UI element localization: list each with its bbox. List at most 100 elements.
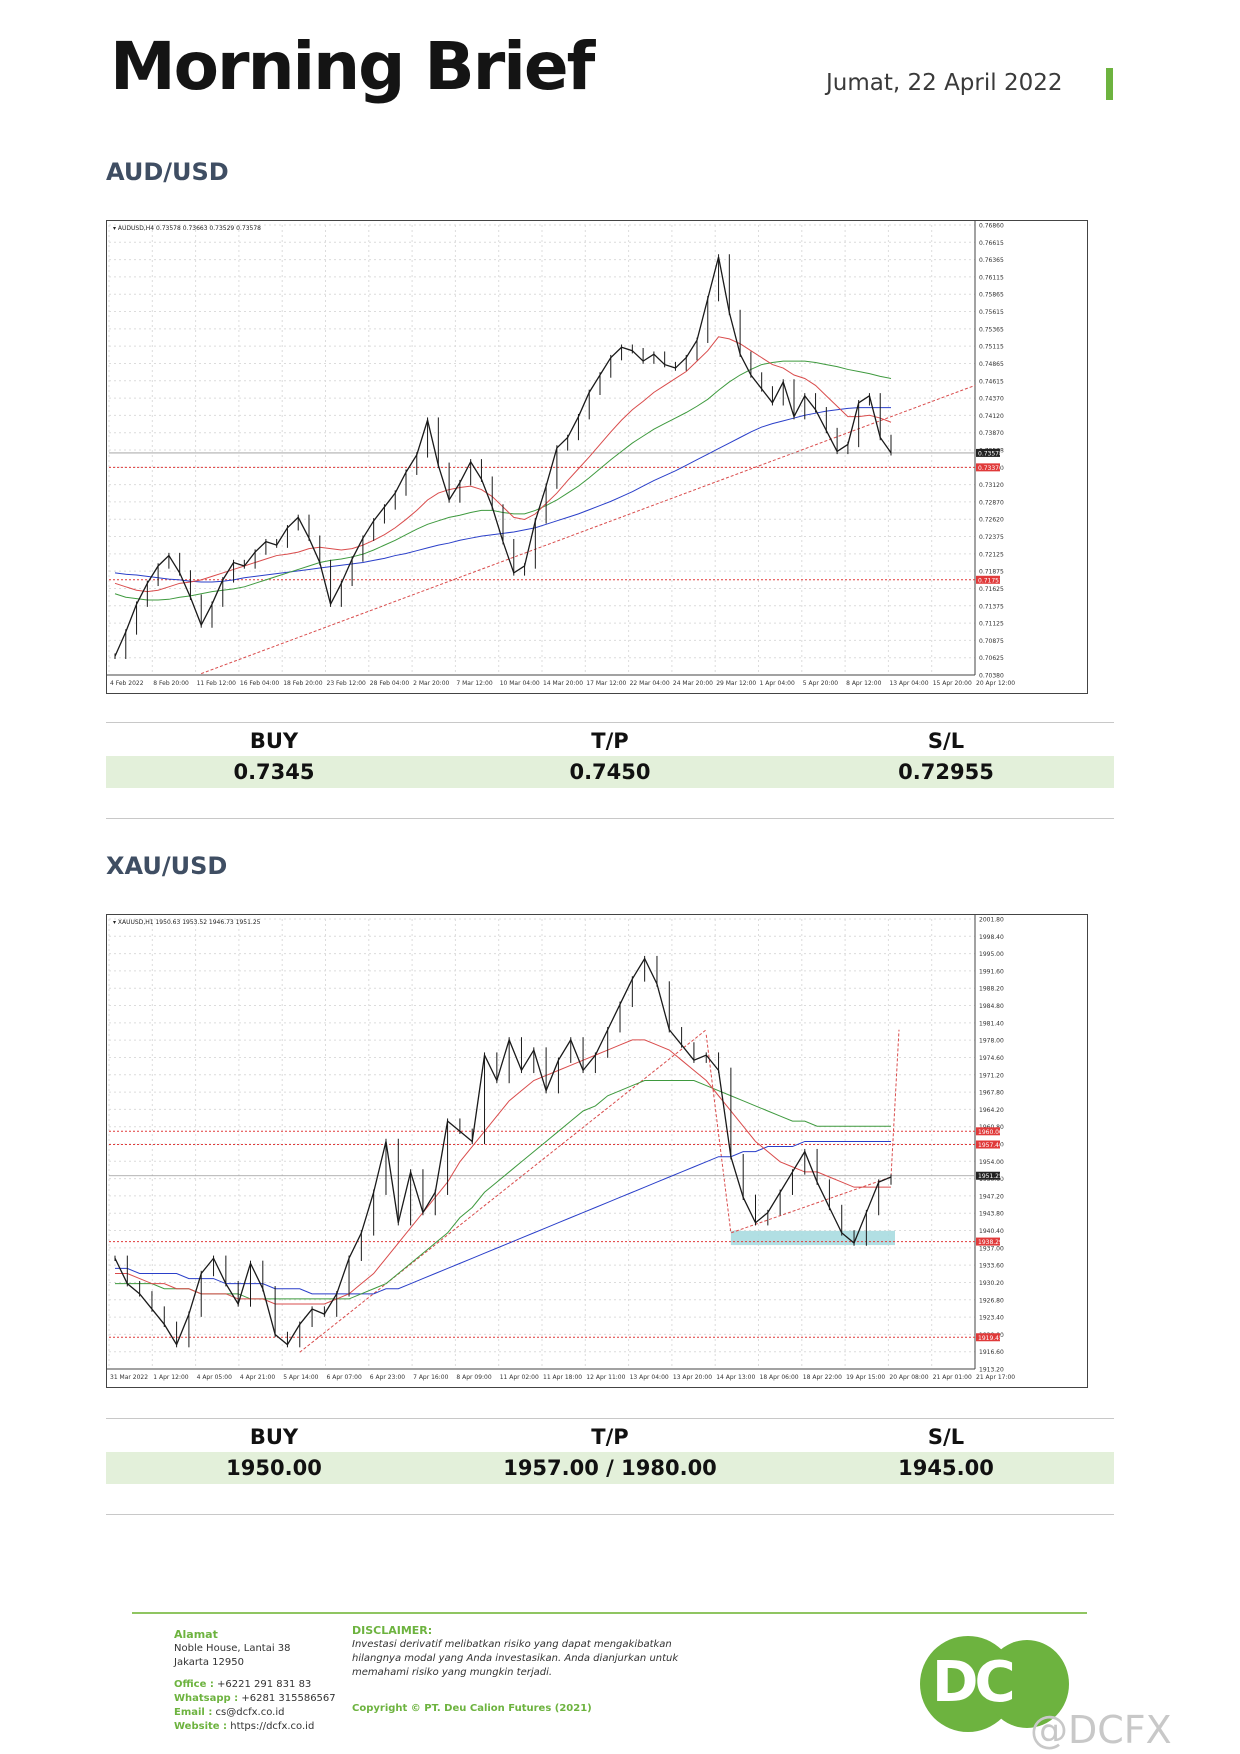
aud-usd-x-tick-label: 24 Mar 20:00 (673, 680, 713, 687)
xau-usd-chart: 2001.80 1998.40 1995.00 1991.60 1988.20 1984.… (106, 914, 1088, 1388)
xau-usd-price-tag-label: 1957.40 (978, 1142, 1003, 1149)
xau-usd-y-tick-label: 1991.60 (979, 968, 1004, 975)
report-date: Jumat, 22 April 2022 (826, 70, 1063, 96)
xau-usd-y-tick-label: 1954.00 (979, 1159, 1004, 1166)
aud-usd-trendline (201, 384, 976, 675)
xau-usd-y-tick-label: 1995.00 (979, 951, 1004, 958)
xau-usd-y-tick-label: 1947.20 (979, 1193, 1004, 1200)
office-phone[interactable]: +6221 291 831 83 (217, 1679, 312, 1690)
dcfx-watermark: @DCFX (1030, 1708, 1172, 1752)
xau-usd-x-tick-label: 18 Apr 06:00 (760, 1374, 799, 1381)
aud-usd-y-tick-label: 0.76860 (979, 223, 1004, 230)
aud-usd-x-tick-label: 17 Mar 12:00 (586, 680, 626, 687)
xau-usd-y-tick-label: 1913.20 (979, 1367, 1004, 1374)
aud-usd-y-tick-label: 0.73870 (979, 430, 1004, 437)
xau-usd-price-tag-label: 1951.25 (978, 1173, 1003, 1180)
xau-usd-x-tick-label: 6 Apr 07:00 (327, 1374, 362, 1381)
aud-usd-x-tick-label: 16 Feb 04:00 (240, 680, 280, 687)
xau-usd-price-tag (976, 1333, 1000, 1342)
xau-usd-y-tick-label: 1916.60 (979, 1349, 1004, 1356)
xau-usd-x-tick-label: 14 Apr 13:00 (716, 1374, 755, 1381)
xau-usd-price-line (114, 957, 892, 1347)
aud-usd-ma-green-line (114, 360, 892, 601)
aud-usd-x-tick-label: 14 Mar 20:00 (543, 680, 583, 687)
aud-usd-x-tick-label: 4 Feb 2022 (110, 680, 144, 687)
aud-usd-y-tick-label: 0.72375 (979, 534, 1004, 541)
xau-usd-x-tick-label: 21 Apr 17:00 (976, 1374, 1015, 1381)
aud-usd-y-tick-label: 0.71625 (979, 586, 1004, 593)
address-line-1: Noble House, Lantai 38 (174, 1643, 291, 1654)
aud-usd-title: AUD/USD (106, 158, 229, 186)
xau-tp-value: 1957.00 / 1980.00 (503, 1456, 717, 1480)
aud-usd-x-tick-label: 7 Mar 12:00 (456, 680, 492, 687)
disclaimer-line-3: memahami risiko yang mungkin terjadi. (352, 1667, 553, 1678)
aud-buy-header: BUY (249, 729, 299, 753)
aud-usd-chart-svg: 0.76860 0.76615 0.76365 0.76115 0.75865 0.756… (107, 221, 1015, 687)
xau-usd-x-tick-label: 20 Apr 08:00 (889, 1374, 928, 1381)
aud-usd-grid (108, 224, 976, 676)
xau-usd-price-tag (976, 1237, 1000, 1246)
aud-sl-value: 0.72955 (898, 760, 994, 784)
xau-usd-price-tag-label: 1960.00 (978, 1129, 1003, 1136)
aud-buy-value: 0.7345 (233, 760, 315, 784)
aud-usd-price-tag (976, 463, 1000, 472)
xau-usd-price-tag (976, 1127, 1000, 1136)
xau-usd-y-tick-label: 1964.20 (979, 1107, 1004, 1114)
aud-usd-y-tick-label: 0.71125 (979, 621, 1004, 628)
xau-usd-y-tick-label: 1984.80 (979, 1003, 1004, 1010)
xau-usd-y-tick-label: 1978.00 (979, 1038, 1004, 1045)
aud-tp-value: 0.7450 (569, 760, 651, 784)
aud-usd-y-tick-label: 0.75365 (979, 326, 1004, 333)
xau-usd-x-tick-label: 12 Apr 11:00 (586, 1374, 625, 1381)
aud-usd-x-tick-label: 10 Mar 04:00 (500, 680, 540, 687)
aud-usd-price-series (114, 254, 892, 659)
aud-usd-x-tick-label: 5 Apr 20:00 (803, 680, 838, 687)
website-label: Website : (174, 1721, 228, 1732)
aud-usd-x-tick-label: 8 Feb 20:00 (153, 680, 189, 687)
xau-usd-y-tick-label: 1926.80 (979, 1297, 1004, 1304)
email-link[interactable]: cs@dcfx.co.id (215, 1707, 285, 1718)
xau-usd-ma-red-line (115, 1039, 891, 1305)
aud-usd-x-tick-label: 20 Apr 12:00 (976, 680, 1015, 687)
aud-table-value-row: 0.7345 0.7450 0.72955 (106, 756, 1114, 788)
xau-usd-y-tick-label: 1943.80 (979, 1211, 1004, 1218)
xau-usd-trade-table: BUY T/P S/L 1950.00 1957.00 / 1980.00 19… (106, 1418, 1114, 1518)
footer-contact: Alamat Noble House, Lantai 38 Jakarta 12… (174, 1628, 336, 1734)
whatsapp-number[interactable]: +6281 315586567 (241, 1693, 336, 1704)
aud-usd-y-tick-label: 0.75615 (979, 309, 1004, 316)
office-label: Office : (174, 1679, 214, 1690)
aud-usd-y-tick-label: 0.74370 (979, 396, 1004, 403)
xau-tp-header: T/P (591, 1425, 629, 1449)
brand-title: Morning Brief (110, 28, 595, 105)
xau-usd-x-tick-label: 11 Apr 02:00 (500, 1374, 539, 1381)
aud-usd-x-tick-label: 2 Mar 20:00 (413, 680, 449, 687)
xau-usd-y-tick-label: 1940.40 (979, 1228, 1004, 1235)
aud-usd-price-tag-label: 0.73370 (978, 465, 1003, 472)
aud-usd-price-line (114, 256, 892, 657)
aud-usd-x-tick-label: 11 Feb 12:00 (197, 680, 237, 687)
aud-usd-y-tick-label: 0.72125 (979, 551, 1004, 558)
aud-usd-y-tick-label: 0.76115 (979, 274, 1004, 281)
website-link[interactable]: https://dcfx.co.id (230, 1721, 315, 1732)
xau-usd-x-tick-label: 18 Apr 22:00 (803, 1374, 842, 1381)
disclaimer-label: DISCLAIMER: (352, 1624, 433, 1637)
whatsapp-label: Whatsapp : (174, 1693, 239, 1704)
xau-usd-support-zone (730, 1230, 895, 1246)
xau-table-header-row: BUY T/P S/L (106, 1422, 1114, 1452)
xau-usd-symbol-info: ▾ XAUUSD,H1 1950.63 1953.52 1946.73 1951… (113, 919, 261, 926)
aud-usd-chart: 0.76860 0.76615 0.76365 0.76115 0.75865 0.756… (106, 220, 1088, 694)
xau-table-value-row: 1950.00 1957.00 / 1980.00 1945.00 (106, 1452, 1114, 1484)
xau-usd-y-tick-label: 1967.80 (979, 1090, 1004, 1097)
xau-usd-x-tick-label: 13 Apr 20:00 (673, 1374, 712, 1381)
aud-usd-y-tick-label: 0.70380 (979, 673, 1004, 680)
aud-usd-y-tick-label: 0.75115 (979, 344, 1004, 351)
xau-usd-x-tick-label: 4 Apr 21:00 (240, 1374, 275, 1381)
aud-usd-price-tag-label: 0.73578 (978, 450, 1003, 457)
xau-usd-ma-green-line (115, 1080, 891, 1300)
aud-usd-price-tag-label: 0.71751 (978, 577, 1003, 584)
xau-usd-x-tick-label: 4 Apr 05:00 (197, 1374, 232, 1381)
aud-usd-x-tick-label: 22 Mar 04:00 (630, 680, 670, 687)
xau-usd-price-tag-label: 1919.45 (978, 1335, 1003, 1342)
xau-usd-price-tag (976, 1140, 1000, 1149)
footer-disclaimer: DISCLAIMER: Investasi derivatif melibatk… (352, 1624, 678, 1716)
